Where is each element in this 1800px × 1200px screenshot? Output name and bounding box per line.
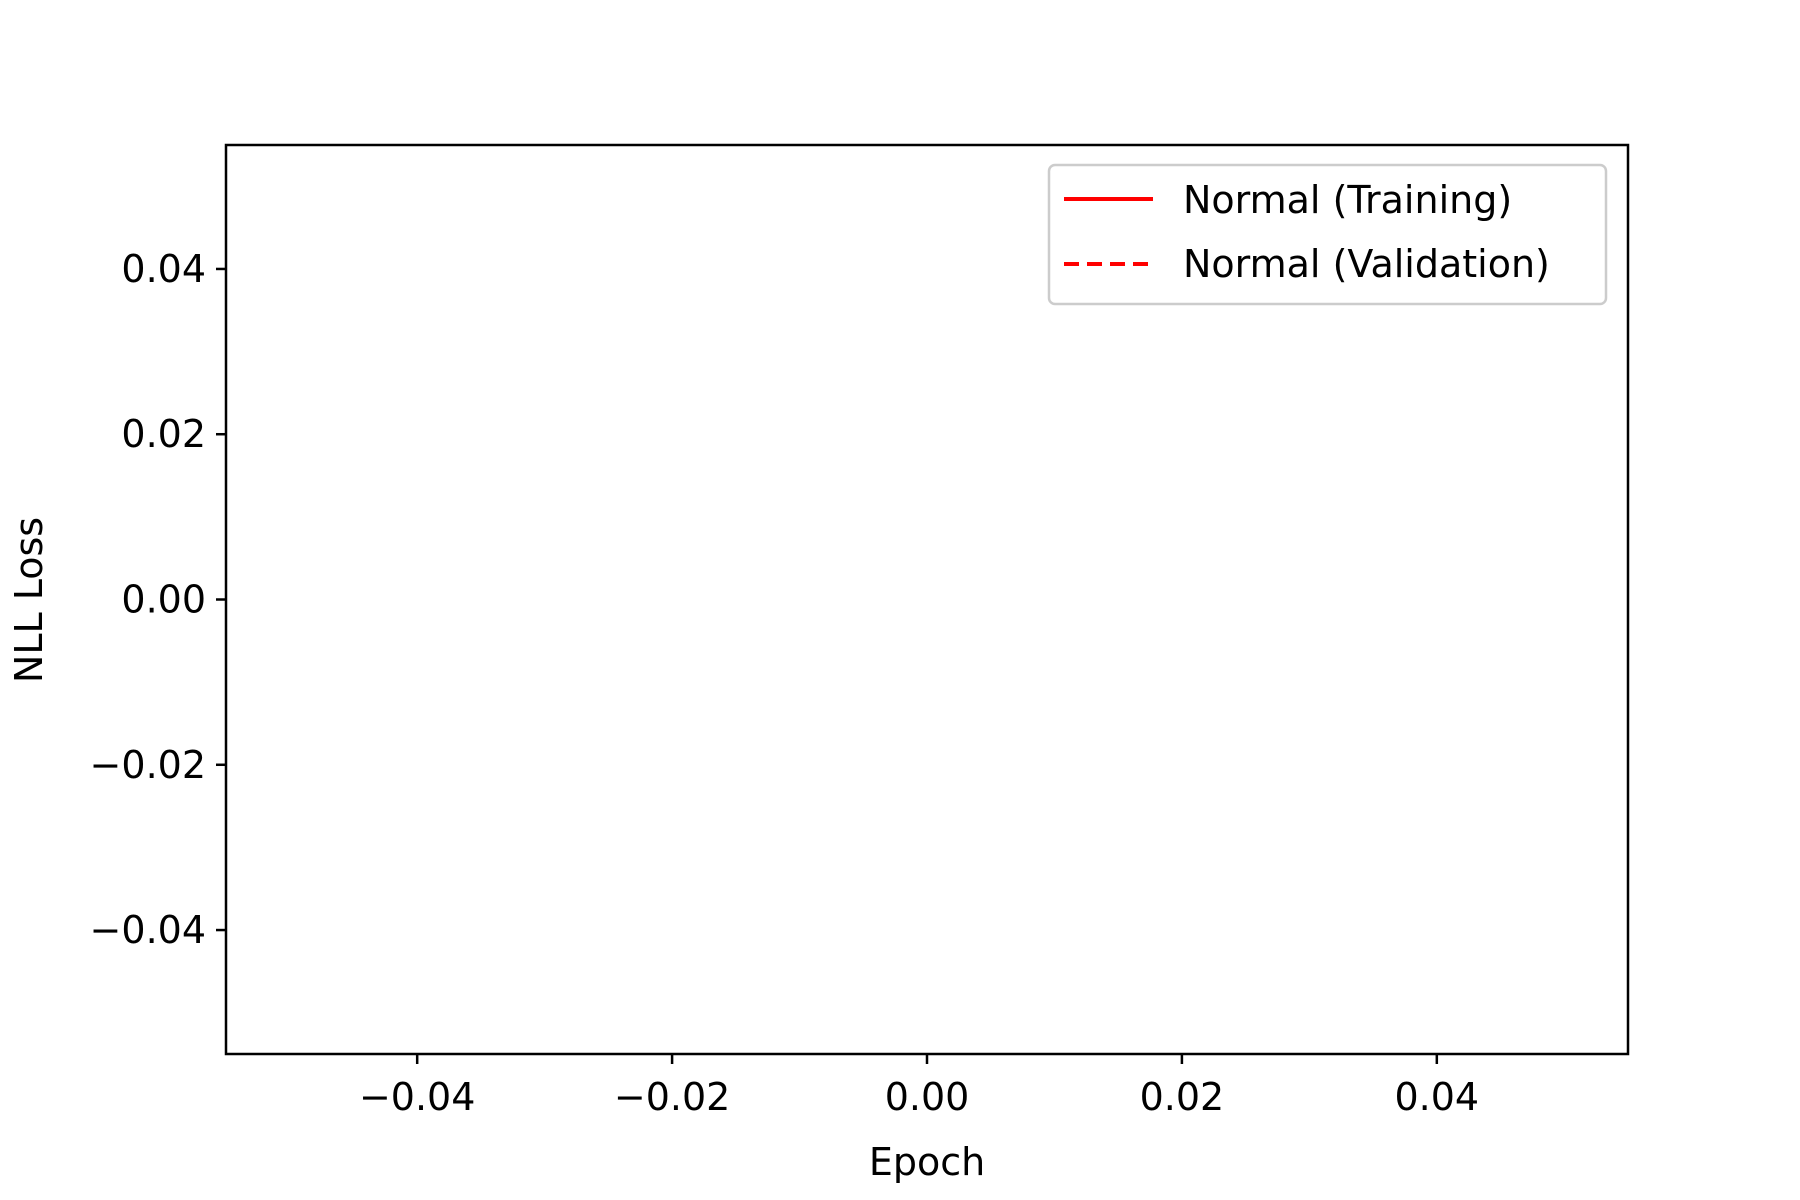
- x-axis-ticks: −0.04 −0.02 0.00 0.02 0.04: [359, 1054, 1479, 1119]
- legend-label-training: Normal (Training): [1183, 178, 1512, 222]
- y-axis-ticks: −0.04 −0.02 0.00 0.02 0.04: [90, 247, 226, 952]
- plot-frame: [224, 143, 1630, 1056]
- legend: Normal (Training) Normal (Validation): [1047, 163, 1608, 306]
- legend-label-validation: Normal (Validation): [1183, 242, 1550, 286]
- x-tick-label: −0.04: [359, 1075, 475, 1119]
- x-tick-label: 0.02: [1140, 1075, 1225, 1119]
- legend-box: [1047, 163, 1608, 306]
- x-axis-label: Epoch: [869, 1140, 985, 1184]
- x-tick-label: 0.00: [885, 1075, 970, 1119]
- x-tick-label: 0.04: [1395, 1075, 1480, 1119]
- y-tick-label: 0.00: [121, 578, 206, 622]
- y-axis-label: NLL Loss: [7, 517, 51, 683]
- x-tick-label: −0.02: [614, 1075, 730, 1119]
- y-tick-label: 0.04: [121, 247, 206, 291]
- y-tick-label: 0.02: [121, 412, 206, 456]
- y-tick-label: −0.04: [90, 908, 206, 952]
- y-tick-label: −0.02: [90, 743, 206, 787]
